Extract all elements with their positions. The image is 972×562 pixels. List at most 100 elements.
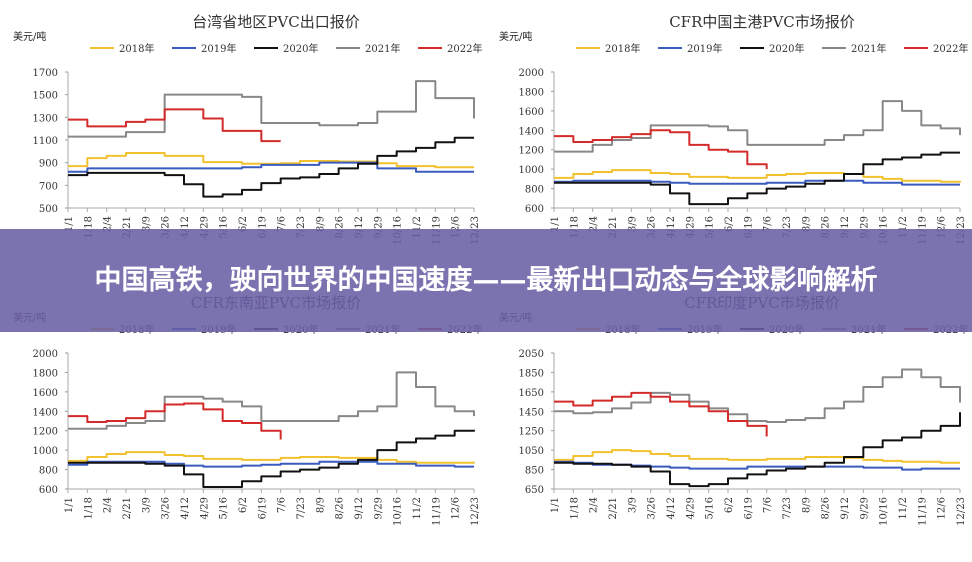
y-tick-label: 850 — [525, 466, 544, 477]
x-tick-label: 11/2 — [898, 497, 909, 519]
series-line — [68, 136, 474, 198]
x-tick-label: 7/6 — [763, 497, 774, 513]
y-tick-label: 1400 — [33, 407, 58, 418]
x-tick-label: 3/9 — [141, 216, 152, 232]
x-tick-label: 4/29 — [685, 497, 696, 519]
series-line — [554, 368, 961, 423]
x-tick-label: 8/26 — [821, 497, 832, 519]
x-tick-label: 1/18 — [569, 497, 580, 519]
x-tick-label: 3/26 — [647, 216, 658, 238]
series-line — [68, 460, 474, 468]
legend-label: 2020年 — [283, 42, 318, 55]
y-tick-label: 1300 — [33, 113, 58, 124]
x-tick-label: 5/16 — [219, 497, 230, 519]
legend-label: 2022年 — [447, 42, 482, 55]
y-tick-label: 1500 — [33, 91, 58, 102]
y-tick-label: 1250 — [519, 427, 544, 438]
y-tick-label: 1050 — [519, 446, 544, 457]
chart-title: 台湾省地区PVC出口报价 — [192, 13, 359, 31]
y-tick-label: 900 — [39, 159, 58, 170]
x-tick-label: 2/21 — [122, 216, 133, 238]
legend-label: 2022年 — [933, 42, 968, 55]
x-tick-label: 6/19 — [743, 497, 754, 519]
x-tick-label: 4/29 — [199, 216, 210, 238]
y-tick-label: 800 — [525, 185, 544, 196]
x-tick-label: 8/26 — [335, 497, 346, 519]
series-line — [554, 129, 768, 170]
unit-label: 美元/吨 — [499, 30, 532, 43]
series-line — [554, 179, 960, 186]
y-tick-label: 1650 — [519, 388, 544, 399]
x-tick-label: 2/21 — [122, 497, 133, 519]
legend-label: 2019年 — [201, 42, 236, 55]
y-tick-label: 1800 — [519, 87, 544, 98]
x-tick-label: 1/1 — [64, 216, 75, 232]
x-tick-label: 1/1 — [550, 216, 561, 232]
x-tick-label: 2/21 — [608, 216, 619, 238]
x-tick-label: 1/18 — [569, 216, 580, 238]
x-tick-label: 9/29 — [859, 216, 870, 238]
series-line — [554, 151, 960, 206]
x-tick-label: 11/19 — [431, 497, 442, 526]
x-tick-label: 9/12 — [354, 216, 365, 238]
x-tick-label: 2/4 — [103, 216, 114, 232]
x-tick-label: 12/6 — [937, 216, 948, 238]
x-tick-label: 9/12 — [840, 497, 851, 519]
x-tick-label: 12/6 — [451, 216, 462, 238]
y-tick-label: 2050 — [519, 349, 544, 360]
series-line — [68, 429, 475, 489]
series-line — [68, 371, 475, 430]
y-tick-label: 1600 — [33, 388, 58, 399]
banner-title: 中国高铁，驶向世界的中国速度——最新出口动态与全球影响解析 — [94, 265, 878, 296]
chart-title: CFR中国主港PVC市场报价 — [669, 13, 855, 31]
x-tick-label: 2/4 — [589, 497, 600, 513]
x-tick-label: 6/2 — [238, 216, 249, 232]
legend-label: 2018年 — [119, 42, 154, 55]
y-tick-label: 1450 — [519, 407, 544, 418]
series-line — [554, 100, 961, 153]
y-tick-label: 600 — [525, 204, 544, 215]
x-tick-label: 7/6 — [277, 216, 288, 232]
series-line — [68, 108, 281, 143]
x-tick-label: 6/19 — [257, 497, 268, 519]
x-tick-label: 8/9 — [801, 216, 812, 232]
chart-panel-china-port: 美元/吨 CFR中国主港PVC市场报价 2018年 2019年 2020年 2021年 20… — [486, 0, 972, 281]
x-tick-label: 3/9 — [141, 497, 152, 513]
x-tick-label: 4/12 — [180, 216, 191, 238]
x-tick-label: 11/2 — [898, 216, 909, 238]
x-tick-label: 7/6 — [277, 497, 288, 513]
x-tick-label: 5/16 — [219, 216, 230, 238]
series-line — [68, 161, 474, 173]
x-tick-label: 3/9 — [627, 497, 638, 513]
y-tick-label: 500 — [39, 204, 58, 215]
x-tick-label: 5/16 — [705, 216, 716, 238]
x-tick-label: 8/26 — [335, 216, 346, 238]
x-tick-label: 7/23 — [296, 216, 307, 238]
x-tick-label: 7/23 — [782, 497, 793, 519]
x-tick-label: 7/6 — [763, 216, 774, 232]
x-tick-label: 3/26 — [647, 497, 658, 519]
x-tick-label: 8/26 — [821, 216, 832, 238]
x-tick-label: 12/6 — [937, 497, 948, 519]
series-line — [68, 402, 282, 440]
x-tick-label: 6/19 — [743, 216, 754, 238]
x-tick-label: 9/29 — [373, 216, 384, 238]
y-tick-label: 1700 — [33, 68, 58, 79]
x-tick-label: 2/21 — [608, 497, 619, 519]
y-tick-label: 2000 — [33, 349, 58, 360]
x-tick-label: 2/4 — [589, 216, 600, 232]
x-tick-label: 9/29 — [859, 497, 870, 519]
y-tick-label: 1850 — [519, 368, 544, 379]
y-tick-label: 1800 — [33, 368, 58, 379]
x-tick-label: 11/2 — [412, 216, 423, 238]
x-tick-label: 2/4 — [103, 497, 114, 513]
y-tick-label: 1100 — [33, 136, 58, 147]
x-tick-label: 7/23 — [782, 216, 793, 238]
x-tick-label: 10/16 — [879, 497, 890, 526]
x-tick-label: 8/9 — [801, 497, 812, 513]
y-tick-label: 1400 — [519, 126, 544, 137]
legend-label: 2018年 — [605, 42, 640, 55]
x-tick-label: 1/1 — [550, 497, 561, 513]
x-tick-label: 5/16 — [705, 497, 716, 519]
x-tick-label: 1/18 — [83, 497, 94, 519]
